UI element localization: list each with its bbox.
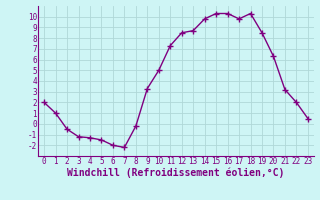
X-axis label: Windchill (Refroidissement éolien,°C): Windchill (Refroidissement éolien,°C) [67,168,285,178]
